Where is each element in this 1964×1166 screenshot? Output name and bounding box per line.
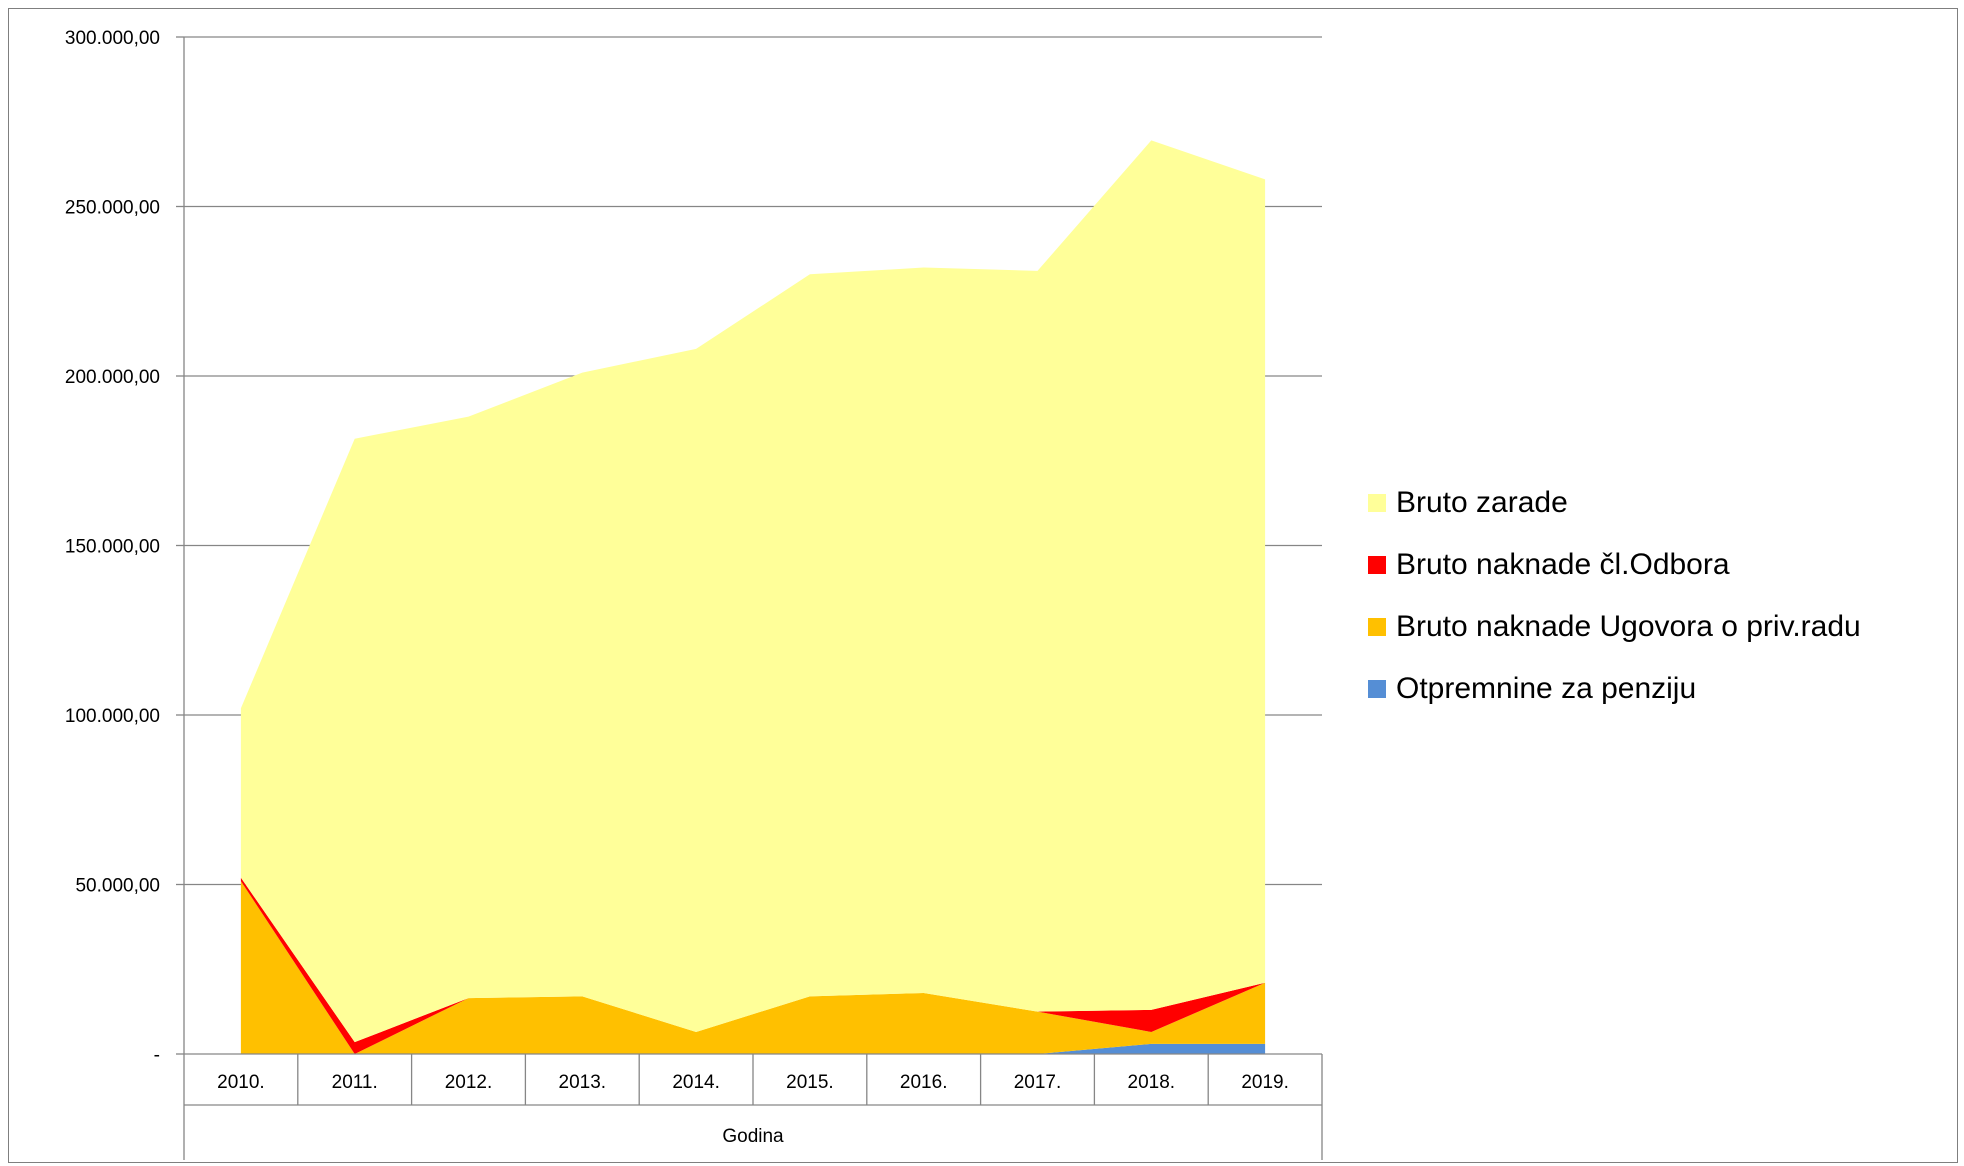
y-tick-label: 150.000,00 [65,537,160,558]
x-tick-label: 2012. [445,1072,493,1093]
x-tick-label: 2019. [1241,1072,1289,1093]
legend-label: Bruto naknade Ugovora o priv.radu [1396,610,1861,643]
area-series-0 [240,1043,1266,1054]
x-tick-label: 2017. [1014,1072,1062,1093]
y-tick-label: 250.000,00 [65,198,160,219]
x-tick-label: 2010. [217,1072,265,1093]
x-tick-label: 2016. [900,1072,948,1093]
y-tick-label: - [154,1045,160,1066]
area-layer [240,140,1266,1054]
x-axis-title: Godina [722,1126,784,1147]
legend-swatch [1368,618,1386,636]
legend-label: Bruto zarade [1396,486,1568,519]
legend-label: Bruto naknade čl.Odbora [1396,548,1730,581]
legend-item: Bruto zarade [1368,472,1861,534]
x-tick-label: 2011. [332,1072,378,1093]
y-tick-label: 300.000,00 [65,28,160,49]
x-tick-label: 2013. [559,1072,607,1093]
legend-swatch [1368,494,1386,512]
area-series-2 [240,877,1266,1054]
x-tick-label: 2015. [786,1072,834,1093]
area-series-3 [240,140,1266,1043]
x-tick-label: 2018. [1128,1072,1176,1093]
legend-item: Otpremnine za penziju [1368,658,1861,720]
axis-layer: - 50.000,00 100.000,00 150.000,00 200.000,00… [65,28,1323,1160]
legend-swatch [1368,680,1386,698]
x-tick-label: 2014. [672,1072,720,1093]
legend-item: Bruto naknade čl.Odbora [1368,534,1861,596]
y-tick-label: 50.000,00 [75,876,160,897]
legend-swatch [1368,556,1386,574]
legend-item: Bruto naknade Ugovora o priv.radu [1368,596,1861,658]
area-series-1 [240,881,1266,1054]
legend-label: Otpremnine za penziju [1396,672,1697,705]
y-tick-label: 200.000,00 [65,367,160,388]
legend: Bruto zarade Bruto naknade čl.Odbora Bruto… [1368,472,1861,720]
y-tick-label: 100.000,00 [65,706,160,727]
